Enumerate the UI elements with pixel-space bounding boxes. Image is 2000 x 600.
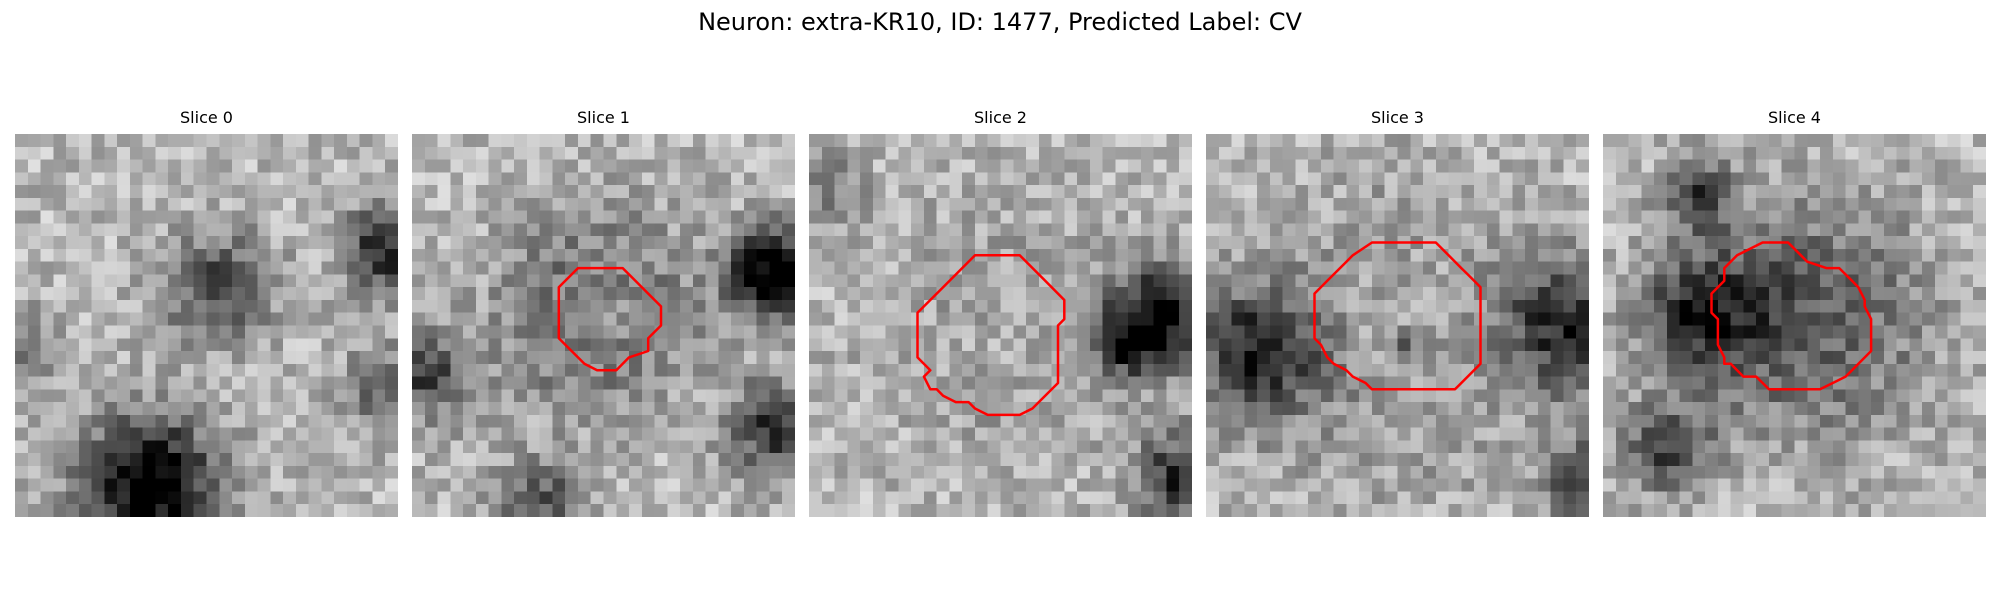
slice-image-2 bbox=[809, 134, 1192, 517]
roi-contour-3 bbox=[1313, 241, 1482, 391]
slice-title-2: Slice 2 bbox=[974, 108, 1027, 127]
slice-image-4 bbox=[1603, 134, 1986, 517]
slice-title-0: Slice 0 bbox=[180, 108, 233, 127]
roi-contour-4 bbox=[1710, 241, 1873, 391]
slice-title-3: Slice 3 bbox=[1371, 108, 1424, 127]
figure-title: Neuron: extra-KR10, ID: 1477, Predicted … bbox=[698, 8, 1302, 36]
slice-svg-0 bbox=[15, 134, 398, 517]
slice-svg-2 bbox=[809, 134, 1192, 517]
slice-image-1 bbox=[412, 134, 795, 517]
roi-contour-2 bbox=[916, 254, 1066, 417]
slice-svg-1 bbox=[412, 134, 795, 517]
slice-image-0 bbox=[15, 134, 398, 517]
slice-svg-4 bbox=[1603, 134, 1986, 517]
slice-image-3 bbox=[1206, 134, 1589, 517]
slice-title-4: Slice 4 bbox=[1768, 108, 1821, 127]
slice-title-1: Slice 1 bbox=[577, 108, 630, 127]
roi-contour-1 bbox=[557, 266, 663, 372]
slice-svg-3 bbox=[1206, 134, 1589, 517]
